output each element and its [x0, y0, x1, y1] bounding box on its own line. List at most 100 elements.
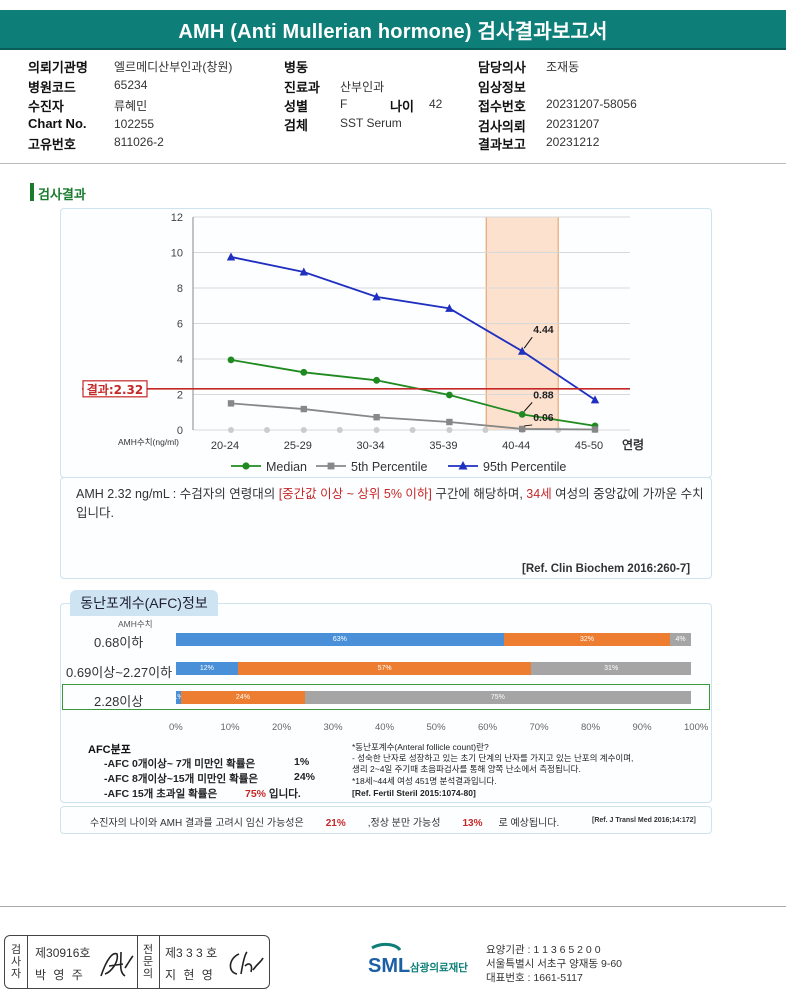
y-tick-label: 2	[177, 390, 183, 402]
afc-x-tick: 40%	[375, 722, 395, 733]
afc-bar-segment: 31%	[531, 662, 691, 675]
y-tick-label: 4	[177, 354, 183, 366]
header-label: 병동	[284, 60, 308, 75]
afc-x-tick: 90%	[632, 722, 652, 733]
header-value: SST Serum	[340, 116, 402, 130]
desc-part5: 여성의 중앙값에 가까운 수치입니다.	[76, 487, 704, 520]
header-value: 산부인과	[340, 80, 385, 94]
header-divider	[0, 163, 786, 164]
afc-info-ref: [Ref. Fertil Steril 2015:1074-80]	[352, 788, 476, 798]
afc-info-title: *동난포계수(Anteral follicle count)란?	[352, 742, 489, 752]
x-axis-dot	[373, 427, 380, 433]
afc-dist-value-2: 24%	[294, 771, 316, 783]
data-point	[519, 425, 526, 433]
footer-divider	[0, 906, 786, 907]
header-value: 65234	[114, 78, 148, 92]
data-point	[299, 267, 308, 276]
x-tick-label: 25-29	[284, 440, 312, 452]
legend-label: Median	[266, 460, 307, 474]
conclusion-panel	[60, 806, 712, 834]
tester-signature	[100, 951, 134, 977]
sig-divider	[137, 936, 138, 988]
header-value: 102255	[114, 117, 155, 131]
delivery-probability: 13%	[462, 818, 483, 829]
series-line	[230, 256, 596, 401]
header-label: 성별	[284, 99, 308, 114]
reference-citation: [Ref. Clin Biochem 2016:260-7]	[522, 563, 691, 575]
report-title: AMH (Anti Mullerian hormone) 검사결과보고서	[0, 10, 786, 48]
y-tick-label: 12	[171, 212, 183, 224]
x-tick-label: 20-24	[211, 440, 239, 452]
y-tick-label: 8	[177, 283, 183, 295]
afc-row-label: 2.28이상	[94, 694, 144, 709]
data-point	[590, 395, 600, 404]
data-point	[446, 418, 453, 426]
annotation-pointer	[523, 402, 533, 412]
afc-x-tick: 70%	[529, 722, 549, 733]
x-tick-label: 30-34	[357, 440, 385, 452]
result-description: AMH 2.32 ng/mL : 수검자의 연령대의 [중간값 이상 ~ 상위 …	[76, 485, 706, 523]
afc-bar-segment: 57%	[237, 662, 532, 675]
amh-line-chart: 0 2 4 6 8 10 12 20-24 25-29 30-34 35-39 40-44 45-50 연…	[82, 212, 644, 474]
y-tick-label: 0	[177, 425, 183, 437]
header-label: 의뢰기관명	[28, 60, 88, 75]
header-value: 20231207-58056	[546, 97, 637, 111]
afc-info-line: 생리 2~4일 주기때 초음파검사를 통해 양쪽 난소에서 측정됩니다.	[352, 764, 581, 774]
afc-bar-segment: 32%	[503, 633, 671, 646]
afc-x-tick: 50%	[426, 722, 446, 733]
afc-dist-text: -AFC 0개이상~ 7개 미만인 확률은	[104, 758, 256, 770]
header-label: 결과보고	[478, 137, 526, 152]
header-label: Chart No.	[28, 116, 87, 131]
afc-dist-line-3-val: 75% 입니다.	[245, 786, 301, 801]
x-tick-label: 35-39	[429, 440, 457, 452]
x-axis-dot	[482, 427, 489, 433]
x-tick-label: 40-44	[502, 440, 530, 452]
series-line	[230, 359, 596, 427]
signature-box: 검사자 제30916호 박 영 주 전문의 제3 3 3 호 지 현 영	[4, 935, 270, 989]
data-point	[227, 400, 235, 407]
afc-bar-segment: 1%	[176, 691, 182, 704]
data-point	[372, 292, 381, 301]
sig-divider	[159, 936, 160, 988]
header-value: 811026-2	[114, 135, 164, 149]
x-axis-dot	[336, 427, 343, 433]
header-value: F	[340, 97, 348, 111]
afc-row-label: 0.69이상~2.27이하	[66, 665, 173, 680]
header-value: 20231212	[546, 135, 600, 149]
sml-logo: SML 삼광의료재단	[368, 942, 468, 977]
afc-bar-segment: 63%	[176, 633, 504, 646]
afc-dist-value-1: 1%	[294, 756, 310, 768]
data-point	[445, 303, 454, 312]
data-point	[591, 426, 599, 433]
afc-bar-segment: 75%	[304, 691, 691, 704]
annotation-pointer	[523, 336, 533, 349]
annotation-pointer	[524, 424, 533, 427]
data-point	[518, 410, 526, 418]
conclusion-text: 수진자의 나이와 AMH 결과를 고려시 임신 가능성은 21% ,정상 분만 가능…	[90, 814, 559, 829]
afc-bar-segment: 24%	[181, 691, 305, 704]
legend-label: 95th Percentile	[483, 460, 566, 474]
legend-marker	[327, 462, 335, 470]
logo-text: SML	[368, 955, 410, 977]
desc-range: [중간값 이상 ~ 상위 5% 이하]	[278, 487, 432, 501]
data-label: 0.06	[533, 412, 554, 424]
afc-info-line: - 성숙한 난자로 성장하고 있는 초기 단계의 난자를 가지고 있는 난포의 …	[352, 753, 634, 763]
header-label: 병원코드	[28, 80, 76, 95]
afc-dist-text: -AFC 15개 초과일 확률은	[104, 788, 218, 800]
section-title: 검사결과	[38, 187, 86, 202]
afc-bar-segment: 12%	[176, 662, 238, 675]
afc-x-tick: 20%	[272, 722, 292, 733]
footer-info-line: 요양기관 : 1 1 3 6 5 2 0 0	[486, 944, 601, 956]
footer-info-line: 대표번호 : 1661-5117	[486, 972, 583, 984]
afc-y-label: AMH수치	[118, 619, 153, 629]
specialist-license: 제3 3 3 호	[165, 946, 218, 960]
afc-dist-value-3: 75%	[245, 788, 267, 800]
afc-tab-title: 동난포계수(AFC)정보	[70, 590, 218, 616]
afc-row-label: 0.68이하	[94, 635, 144, 650]
series-line	[230, 402, 596, 431]
data-point	[373, 376, 380, 384]
legend-label: 5th Percentile	[351, 460, 427, 474]
afc-x-tick: 0%	[169, 722, 183, 733]
data-point	[227, 356, 235, 364]
afc-x-tick: 60%	[478, 722, 498, 733]
